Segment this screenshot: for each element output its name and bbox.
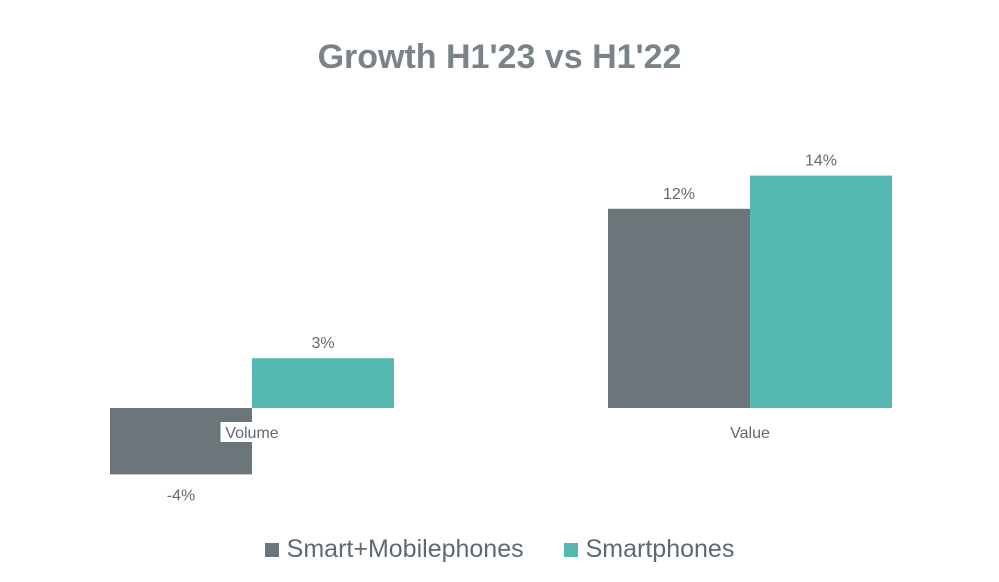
- legend-swatch-smartphones: [563, 542, 578, 557]
- category-label-volume: Volume: [225, 425, 278, 442]
- legend-item-smartphones: Smartphones: [563, 535, 735, 564]
- data-label-value-smartphones: 14%: [805, 153, 837, 170]
- legend: Smart+Mobilephones Smartphones: [0, 535, 999, 564]
- category-label-value: Value: [730, 425, 770, 442]
- data-label-volume-smart-mobilephones: -4%: [167, 487, 195, 504]
- legend-label-smartphones: Smartphones: [585, 535, 735, 563]
- bar-volume-smartphones: [252, 358, 394, 408]
- category-label-bg-volume: [220, 422, 284, 442]
- legend-swatch-smart-mobilephones: [264, 542, 279, 557]
- bars-group: [110, 175, 892, 475]
- category-label-bg-value: [723, 422, 777, 442]
- bar-value-smart-mobilephones: [608, 208, 750, 408]
- legend-label-smart-mobilephones: Smart+Mobilephones: [286, 535, 524, 563]
- bar-value-smartphones: [750, 175, 892, 408]
- chart-title: Growth H1'23 vs H1'22: [317, 38, 682, 76]
- legend-item-smart-mobilephones: Smart+Mobilephones: [264, 535, 524, 564]
- data-label-value-smart-mobilephones: 12%: [663, 186, 695, 203]
- labels-group: -4% 3% Volume 12% 14% Value: [167, 153, 837, 505]
- data-label-volume-smartphones: 3%: [311, 335, 334, 352]
